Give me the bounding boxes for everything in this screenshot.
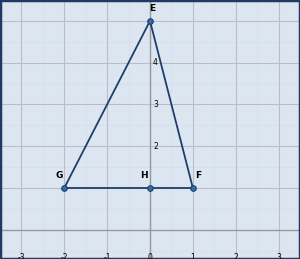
Text: G: G bbox=[55, 171, 62, 181]
Text: F: F bbox=[195, 171, 202, 181]
Text: 2: 2 bbox=[153, 142, 158, 151]
Text: 2: 2 bbox=[233, 253, 238, 259]
Text: E: E bbox=[149, 4, 156, 13]
Text: -1: -1 bbox=[103, 253, 111, 259]
Text: 3: 3 bbox=[153, 100, 158, 109]
Text: 1: 1 bbox=[190, 253, 195, 259]
Text: H: H bbox=[141, 171, 148, 181]
Text: 3: 3 bbox=[276, 253, 281, 259]
Text: -2: -2 bbox=[61, 253, 68, 259]
Text: 4: 4 bbox=[153, 58, 158, 67]
Text: -3: -3 bbox=[18, 253, 25, 259]
Text: 0: 0 bbox=[148, 253, 152, 259]
